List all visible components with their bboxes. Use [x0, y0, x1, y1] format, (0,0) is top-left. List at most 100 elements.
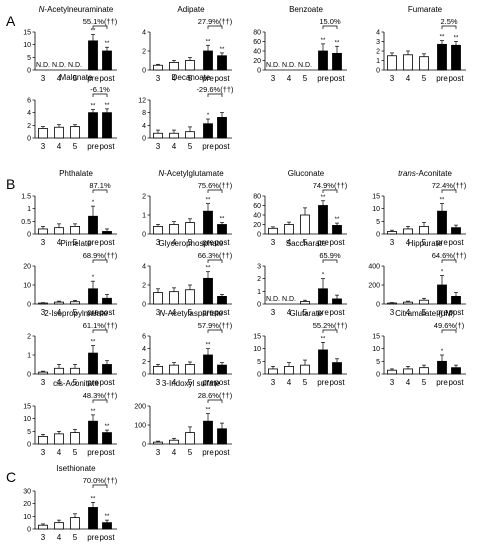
bar — [268, 368, 278, 375]
bar — [70, 367, 80, 375]
bar — [403, 301, 413, 305]
y-tick-label: 2 — [142, 283, 146, 290]
x-tick-label: 4 — [57, 142, 62, 151]
x-tick-label: pre — [87, 238, 99, 247]
significance-mark: ** — [105, 424, 110, 430]
x-tick-label: pre — [202, 142, 214, 151]
chart-title: cis-Aconitate — [53, 379, 99, 388]
percent-change-label: -29.6%(††) — [196, 85, 234, 94]
bar — [300, 364, 310, 375]
x-tick-label: pre — [202, 448, 214, 457]
x-tick-label: 5 — [188, 448, 193, 457]
x-tick-label: 5 — [422, 308, 427, 317]
x-tick-label: pre — [202, 238, 214, 247]
chart-panel: Isethionate 0 10 20 30 3 4 5 pre ** post ** 70.0%(††… — [23, 464, 118, 542]
comparison-bracket — [322, 189, 338, 193]
chart-panel: Gluconate 0 20 40 60 80 3 4 5 pre ** post ** 74.9%(††… — [253, 169, 348, 247]
bar — [54, 522, 64, 530]
comparison-bracket — [92, 329, 108, 333]
y-tick-label: 0 — [142, 442, 146, 449]
chart-panel: N-Acetylaspartate 0 2 4 6 3 4 5 pre ** post 57.9%(†… — [142, 309, 233, 387]
nd-label: N.D. — [282, 62, 296, 69]
y-tick-label: 0 — [27, 136, 31, 143]
chart-title: N-Acetylglutamate — [158, 169, 224, 178]
bar — [403, 54, 413, 71]
x-tick-label: pre — [436, 308, 448, 317]
y-tick-label: 10 — [372, 206, 380, 213]
x-tick-label: 5 — [303, 74, 308, 83]
comparison-bracket — [207, 93, 223, 97]
bar — [437, 284, 447, 305]
y-tick-label: 1 — [27, 206, 31, 213]
bar — [153, 365, 163, 375]
chart-panel: N-Acetylglutamate 0 1 2 3 4 5 pre ** post ** 75.6%(… — [142, 169, 233, 247]
chart-panel: Saccharate 0 1 2 3 3 N.D. 4 N.D. 5 pre * post 65.9% — [257, 239, 347, 317]
bar — [203, 210, 213, 235]
y-tick-label: 15 — [372, 334, 380, 341]
y-tick-label: 4 — [142, 264, 146, 271]
x-tick-label: post — [99, 142, 115, 151]
percent-change-label: 27.9%(††) — [198, 17, 233, 26]
significance-mark: ** — [105, 41, 110, 47]
chart-title: Glutarate — [290, 309, 323, 318]
bar — [38, 524, 48, 530]
comparison-bracket — [322, 329, 338, 333]
y-tick-label: 4 — [27, 110, 31, 117]
bar — [169, 62, 179, 71]
y-tick-label: 15 — [253, 334, 261, 341]
bar — [88, 352, 98, 375]
y-tick-label: 10 — [253, 346, 261, 353]
x-tick-label: 5 — [422, 378, 427, 387]
x-tick-label: post — [214, 308, 230, 317]
y-tick-label: 0 — [257, 68, 261, 75]
bar — [332, 298, 342, 305]
x-tick-label: 4 — [172, 238, 177, 247]
bar — [451, 44, 461, 71]
y-tick-label: 80 — [253, 194, 261, 201]
bar — [451, 227, 461, 235]
x-tick-label: 4 — [172, 308, 177, 317]
x-tick-label: 4 — [406, 238, 411, 247]
y-tick-label: 2 — [27, 334, 31, 341]
y-tick-label: 15 — [23, 30, 31, 37]
significance-mark: * — [92, 200, 95, 206]
bar — [203, 123, 213, 139]
bar — [217, 295, 227, 305]
x-tick-label: 3 — [41, 533, 46, 542]
y-tick-label: 200 — [368, 283, 380, 290]
x-tick-label: pre — [436, 378, 448, 387]
significance-mark: ** — [91, 496, 96, 502]
comparison-bracket — [92, 399, 108, 403]
comparison-bracket — [441, 25, 457, 29]
y-tick-label: 1 — [142, 213, 146, 220]
y-tick-label: 10 — [23, 416, 31, 423]
x-tick-label: 4 — [406, 74, 411, 83]
bar — [217, 224, 227, 235]
x-tick-label: 3 — [271, 308, 276, 317]
bar — [88, 507, 98, 530]
comparison-bracket — [207, 399, 223, 403]
bar — [318, 50, 328, 71]
y-tick-label: 3 — [257, 264, 261, 271]
x-tick-label: post — [99, 238, 115, 247]
bar — [102, 297, 112, 305]
significance-mark: ** — [206, 198, 211, 204]
y-tick-label: 1 — [257, 289, 261, 296]
x-tick-label: 5 — [188, 74, 193, 83]
chart-panel: Citramalate (µM) 0 5 10 15 3 4 5 pre * post 49.6%(†… — [372, 309, 466, 387]
y-tick-label: 2 — [142, 49, 146, 56]
significance-mark: ** — [335, 217, 340, 223]
comparison-bracket — [92, 25, 108, 29]
bar — [88, 215, 98, 235]
x-tick-label: 4 — [172, 448, 177, 457]
y-tick-label: 0 — [27, 372, 31, 379]
x-tick-label: post — [99, 74, 115, 83]
significance-mark: ** — [220, 47, 225, 53]
y-tick-label: 0 — [257, 372, 261, 379]
bar — [169, 291, 179, 305]
bar — [169, 364, 179, 375]
x-tick-label: post — [448, 74, 464, 83]
bar — [153, 64, 163, 71]
bar — [419, 225, 429, 235]
y-tick-label: 400 — [368, 264, 380, 271]
